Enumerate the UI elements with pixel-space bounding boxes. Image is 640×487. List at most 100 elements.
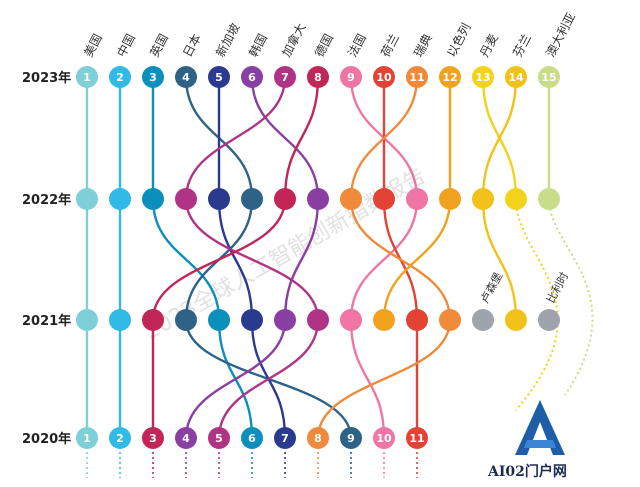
rank-node [439, 66, 461, 88]
rank-node [505, 66, 527, 88]
rank-number: 8 [314, 71, 322, 84]
rank-node [76, 427, 98, 449]
country-label: 荷兰 [378, 32, 402, 60]
series-line [481, 198, 518, 321]
country-label: 美国 [81, 32, 105, 60]
rank-number: 10 [376, 71, 392, 84]
country-label: 丹麦 [477, 32, 501, 60]
series-line [349, 319, 386, 439]
rank-number: 5 [215, 71, 223, 84]
year-label: 2020年 [22, 431, 71, 447]
rank-node [307, 188, 329, 210]
rank-number: 5 [215, 432, 223, 445]
rank-node [109, 66, 131, 88]
series-line [184, 198, 320, 321]
logo-text: AI02门户网 [487, 463, 567, 480]
rank-number: 9 [347, 71, 355, 84]
rank-number: 7 [281, 432, 289, 445]
country-label: 德国 [311, 31, 336, 59]
rank-node [274, 188, 296, 210]
rank-node [175, 427, 197, 449]
series-line [217, 198, 254, 321]
rank-node [373, 309, 395, 331]
series-line [151, 198, 287, 321]
rank-number: 2 [116, 432, 124, 445]
rank-node [505, 188, 527, 210]
rank-node [538, 309, 560, 331]
rank-node [76, 66, 98, 88]
rank-node [307, 66, 329, 88]
series-line [250, 76, 320, 200]
rank-node [208, 309, 230, 331]
rank-number: 12 [442, 71, 457, 84]
rank-node [340, 427, 362, 449]
rank-node [307, 309, 329, 331]
side-label: 比利时 [544, 270, 571, 305]
rank-node [142, 66, 164, 88]
rank-node [439, 309, 461, 331]
rank-node [538, 66, 560, 88]
rank-node [109, 309, 131, 331]
rank-node [142, 309, 164, 331]
rank-node [439, 188, 461, 210]
rank-number: 11 [409, 71, 424, 84]
year-label: 2023年 [22, 70, 71, 86]
rank-node [505, 309, 527, 331]
rank-number: 9 [347, 432, 355, 445]
rank-node [241, 66, 263, 88]
rank-number: 1 [83, 71, 91, 84]
year-label: 2021年 [22, 313, 71, 329]
series-line [283, 198, 320, 321]
rank-node [340, 188, 362, 210]
series-line [349, 198, 452, 321]
rank-node [175, 309, 197, 331]
year-label: 2022年 [22, 192, 71, 208]
rank-node [142, 188, 164, 210]
rank-number: 14 [508, 71, 524, 84]
rank-lines [85, 76, 594, 478]
rank-node [241, 188, 263, 210]
series-dotted-line [548, 198, 594, 396]
country-label: 中国 [113, 31, 138, 59]
rank-node [76, 309, 98, 331]
series-line [283, 76, 320, 200]
country-label: 日本 [180, 32, 204, 60]
rank-node [373, 427, 395, 449]
rank-number: 6 [248, 71, 256, 84]
rank-node [373, 66, 395, 88]
series-line [349, 198, 419, 321]
rank-number: 15 [541, 71, 556, 84]
rank-node [241, 309, 263, 331]
rank-number: 10 [376, 432, 392, 445]
rank-number: 8 [314, 432, 322, 445]
country-label: 芬兰 [510, 32, 534, 60]
country-label: 以色列 [444, 21, 473, 59]
rank-node [340, 309, 362, 331]
series-line [349, 76, 419, 200]
country-label: 加拿大 [278, 21, 308, 60]
rank-number: 4 [182, 432, 190, 445]
rank-number: 7 [281, 71, 289, 84]
rank-number: 3 [149, 432, 157, 445]
series-line [217, 319, 320, 439]
rank-node [175, 66, 197, 88]
country-label: 韩国 [245, 31, 270, 59]
series-line [184, 76, 287, 200]
series-dotted-line [515, 198, 559, 411]
rank-node [538, 188, 560, 210]
country-label: 澳大利亚 [543, 10, 578, 59]
rank-node [208, 188, 230, 210]
country-label: 新加坡 [212, 21, 242, 60]
labels: 2023年 2022年 2021年 2020年 美国 中国 英国 日本 新加坡 韩国 加拿大 德国 法国… [22, 10, 578, 447]
rank-node [406, 309, 428, 331]
rank-node [208, 66, 230, 88]
rank-node [208, 427, 230, 449]
series-line [184, 319, 287, 439]
rank-node [472, 66, 494, 88]
rank-node [274, 427, 296, 449]
logo: AI02门户网 [487, 400, 567, 480]
rank-number: 13 [475, 71, 490, 84]
logo-mark [524, 440, 556, 448]
